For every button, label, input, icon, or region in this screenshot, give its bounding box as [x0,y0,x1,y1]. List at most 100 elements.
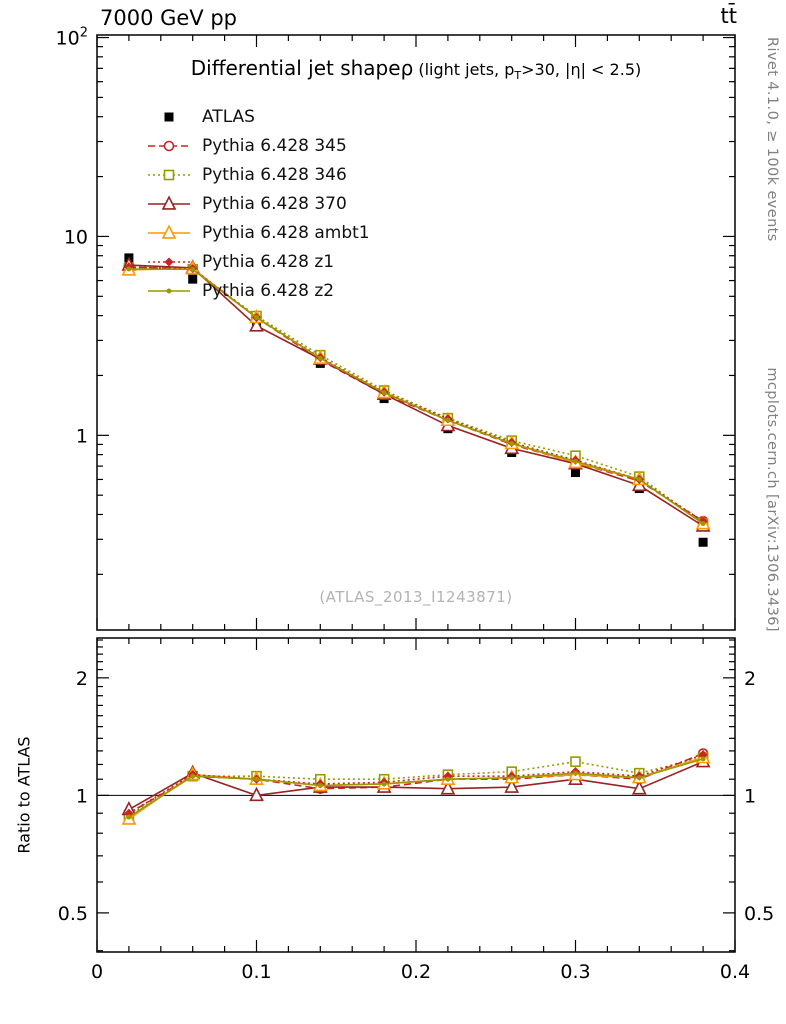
legend-label: Pythia 6.428 346 [202,164,347,185]
data-point-marker [636,476,642,482]
data-point-marker [700,756,706,762]
data-point-marker [445,417,451,423]
legend-sample-glyph [164,112,174,121]
data-point-marker [249,317,264,332]
legend-item-pythia-6-428-345: Pythia 6.428 345 [146,131,370,160]
legend-item-pythia-6-428-ambt1: Pythia 6.428 ambt1 [146,218,370,247]
series-line-main [128,268,704,525]
tick-label: 0.2 [401,961,431,983]
tick-label: 10 [64,226,88,248]
data-point-marker [381,390,387,396]
data-point-marker [161,194,177,210]
data-point-marker [504,778,520,793]
data-point-marker [126,266,132,272]
tick-label: 0 [91,961,103,983]
data-point-marker [700,521,706,527]
series-line-main [128,266,704,522]
plot-title-rho: ρ [400,56,414,80]
data-point-marker [631,780,647,795]
tick-label: 2 [76,668,88,690]
legend-sample-glyph [148,194,190,210]
mcplots-arxiv-note: mcplots.cern.ch [arXiv:1306.3436] [764,367,780,632]
data-point-marker [254,315,259,321]
data-point-marker [166,288,172,293]
series-line-ratio [128,758,704,818]
data-point-marker [698,537,708,547]
legend-item-pythia-6-428-z2: Pythia 6.428 z2 [146,276,370,305]
beam-energy-label: 7000 GeV pp [100,6,238,30]
tick-label: 2 [744,668,756,690]
series-line-main [128,264,704,527]
tick-label: 1 [76,785,88,807]
data-point-marker [636,775,642,781]
legend-label: Pythia 6.428 345 [202,135,347,156]
data-point-marker [161,223,177,239]
legend-label: Pythia 6.428 z1 [202,251,335,272]
legend-sample-glyph [148,169,190,180]
data-point-marker [573,770,578,776]
data-point-marker [698,750,708,760]
data-point-marker [164,256,174,267]
process-label: tt̄ [720,4,737,28]
data-point-marker [254,776,259,782]
ratio-axis-label: Ratio to ATLAS [14,736,34,854]
series-pythia-6-428-z1 [124,262,708,818]
legend-label: Pythia 6.428 ambt1 [202,222,370,243]
plot-title-main: Differential jet shape [190,56,401,80]
data-point-marker [509,440,515,446]
data-point-marker [445,776,451,782]
series-line-main [128,267,704,525]
series-pythia-6-428-346 [123,262,709,821]
legend-sample-glyph [148,223,190,239]
data-point-marker [381,781,387,787]
legend-item-pythia-6-428-z1: Pythia 6.428 z1 [146,247,370,276]
data-point-marker [126,814,132,820]
series-pythia-6-428-370 [121,256,711,816]
data-point-marker [163,140,175,151]
data-point-marker [571,468,580,478]
legend-sample-glyph [148,288,190,293]
series-line-ratio [128,754,704,814]
axis-tick-labels: 1 10 102 0.5 0.5 1 1 2 2 0 0.1 0.2 0.3 0.4 [56,26,775,983]
series-pythia-6-428-z2 [126,266,706,820]
tick-label: 0.1 [241,961,271,983]
tick-label: 1 [76,425,88,447]
legend-item-atlas: ATLAS [146,102,370,131]
series-line-ratio [128,752,704,814]
data-point-marker [573,458,578,464]
plot-title: Differential jet shapeρ (light jets, pT>… [97,56,735,82]
data-point-marker [317,355,323,361]
tick-label: 1 [744,785,756,807]
data-point-marker [509,775,515,781]
series-pythia-6-428-345 [123,261,709,819]
data-point-marker [440,780,456,795]
analysis-watermark: (ATLAS_2013_I1243871) [319,588,513,606]
plot-title-detail-post: >30, |η| < 2.5) [521,60,642,79]
legend-item-pythia-6-428-370: Pythia 6.428 370 [146,189,370,218]
plot-title-subscript: T [514,69,522,82]
legend-item-pythia-6-428-346: Pythia 6.428 346 [146,160,370,189]
series-pythia-6-428-ambt1 [121,260,711,825]
rivet-version-note: Rivet 4.1.0, ≥ 100k events [764,37,780,242]
legend-label: Pythia 6.428 z2 [202,280,335,301]
series-line-main [128,267,704,525]
data-point-marker [190,266,196,272]
data-point-marker [164,112,174,121]
legend-sample-glyph [148,256,190,267]
series-line-ratio [128,760,704,811]
tick-label: 0.5 [58,903,88,925]
series-line-main [128,266,704,522]
data-point-marker [163,169,175,180]
tick-label: 0.4 [720,961,750,983]
legend-sample-glyph [148,140,190,151]
legend-label: ATLAS [202,106,255,127]
data-point-marker [188,274,198,284]
plot-title-detail-pre: (light jets, p [413,60,515,79]
legend: ATLAS Pythia 6.428 345 Pythia 6.428 346 Pyt… [146,102,370,305]
axis-ticks [96,35,736,952]
tick-label-100: 102 [56,26,88,50]
data-point-marker [249,786,264,802]
data-point-marker [317,782,323,788]
